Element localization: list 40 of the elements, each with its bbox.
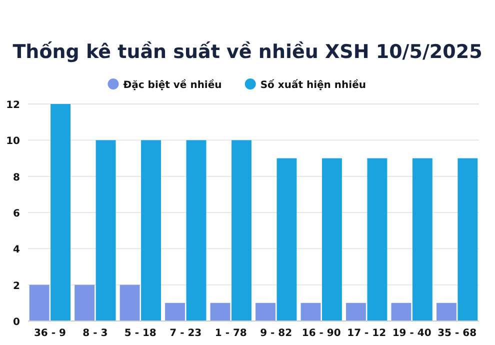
bar xyxy=(232,140,252,321)
bar xyxy=(96,140,116,321)
x-tick-label: 36 - 9 xyxy=(34,328,66,339)
bar xyxy=(165,302,186,321)
x-tick-label: 1 - 78 xyxy=(214,328,247,339)
x-tick-label: 19 - 40 xyxy=(392,328,432,339)
chart-title: Thống kê tuần suất về nhiều XSH 10/5/2025 xyxy=(12,41,482,63)
x-tick-label: 16 - 90 xyxy=(302,328,341,339)
bar xyxy=(29,284,50,321)
bar xyxy=(322,158,342,321)
bar xyxy=(256,302,276,321)
y-tick-label: 12 xyxy=(6,100,20,111)
x-tick-label: 17 - 12 xyxy=(347,328,386,339)
bar xyxy=(346,302,366,321)
y-tick-label: 6 xyxy=(13,208,20,220)
bar xyxy=(391,302,412,321)
bar xyxy=(436,302,456,321)
bar xyxy=(367,158,388,321)
bar xyxy=(276,158,297,321)
bar xyxy=(141,140,161,321)
bar xyxy=(120,284,140,321)
y-tick-label: 4 xyxy=(13,244,20,256)
x-tick-label: 9 - 82 xyxy=(260,328,292,339)
y-tick-label: 8 xyxy=(13,172,20,184)
bar xyxy=(74,284,95,321)
bar xyxy=(186,140,206,321)
bar xyxy=(300,302,321,321)
x-tick-label: 7 - 23 xyxy=(170,328,202,339)
legend-label: Đặc biệt về nhiều xyxy=(123,79,222,91)
bar xyxy=(50,104,71,321)
legend-label: Số xuất hiện nhiều xyxy=(260,79,366,91)
x-tick-label: 35 - 68 xyxy=(438,328,477,339)
y-tick-label: 2 xyxy=(13,280,20,292)
bar xyxy=(412,158,432,321)
x-tick-label: 8 - 3 xyxy=(82,328,108,339)
x-tick-label: 5 - 18 xyxy=(124,328,156,339)
y-tick-label: 10 xyxy=(6,136,20,148)
bar xyxy=(210,302,230,321)
y-tick-label: 0 xyxy=(13,317,20,328)
bar xyxy=(458,158,478,321)
